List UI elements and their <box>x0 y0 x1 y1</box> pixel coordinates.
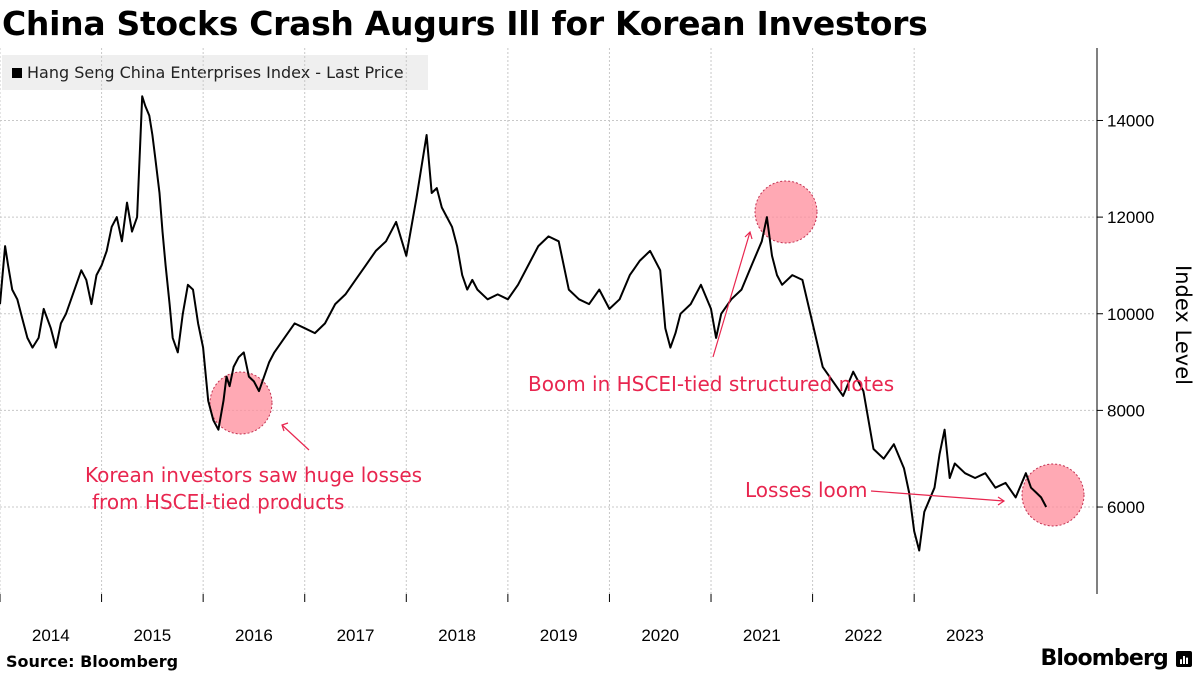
legend: Hang Seng China Enterprises Index - Last… <box>2 55 428 90</box>
y-tick-label: 10000 <box>1107 305 1154 324</box>
y-tick-label: 6000 <box>1107 498 1145 517</box>
bloomberg-terminal-icon <box>1176 651 1192 667</box>
annotation-arrow-loom <box>870 490 1005 502</box>
x-tick-label: 2019 <box>540 626 578 645</box>
source-note: Source: Bloomberg <box>6 652 179 671</box>
annotation-arrow-boom <box>712 231 751 358</box>
annotation-arrowhead-loom <box>997 496 1006 506</box>
brand-logo: Bloomberg <box>1040 646 1168 671</box>
x-tick-label: 2023 <box>946 626 984 645</box>
y-tick-label: 14000 <box>1107 111 1154 130</box>
x-tick-label: 2016 <box>235 626 273 645</box>
x-tick-label: 2015 <box>133 626 171 645</box>
annotation-arrowhead-losses <box>281 422 289 432</box>
annotation-boom-text: Boom in HSCEI-tied structured notes <box>528 372 894 396</box>
x-tick-label: 2022 <box>844 626 882 645</box>
annotation-loom-text: Losses loom <box>745 478 867 502</box>
x-tick-label: 2021 <box>743 626 781 645</box>
x-tick-label: 2017 <box>337 626 375 645</box>
annotation-arrow-boomhead <box>744 230 753 240</box>
boom-highlight-circle-2020 <box>754 180 818 244</box>
legend-swatch <box>12 67 22 78</box>
series-line-hscei <box>0 95 1048 552</box>
annotation-losses-text: from HSCEI-tied products <box>92 490 344 514</box>
chart-title: China Stocks Crash Augurs Ill for Korean… <box>2 4 928 43</box>
y-tick-label: 12000 <box>1107 208 1154 227</box>
x-tick-label: 2018 <box>438 626 476 645</box>
x-tick-label: 2020 <box>641 626 679 645</box>
y-axis-label: Index Level <box>1171 265 1195 385</box>
legend-label: Hang Seng China Enterprises Index - Last… <box>27 63 404 82</box>
loom-highlight-circle-2023 <box>1021 463 1085 527</box>
y-tick-label: 8000 <box>1107 401 1145 420</box>
annotation-losses-text: Korean investors saw huge losses <box>85 463 422 487</box>
annotation-arrow-losses <box>281 424 310 451</box>
x-tick-label: 2014 <box>32 626 70 645</box>
